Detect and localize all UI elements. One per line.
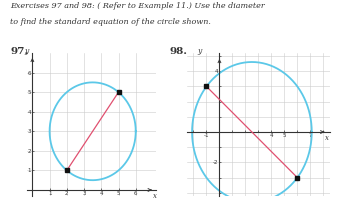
Text: x: x — [325, 134, 328, 142]
Text: x: x — [153, 192, 157, 200]
Text: y: y — [197, 47, 201, 55]
Text: Exercises 97 and 98: ( Refer to Example 11.) Use the diameter: Exercises 97 and 98: ( Refer to Example … — [10, 2, 265, 10]
Text: to find the standard equation of the circle shown.: to find the standard equation of the cir… — [10, 18, 211, 26]
Text: 98.: 98. — [170, 47, 188, 56]
Text: y: y — [24, 47, 28, 55]
Text: 97.: 97. — [10, 47, 28, 56]
